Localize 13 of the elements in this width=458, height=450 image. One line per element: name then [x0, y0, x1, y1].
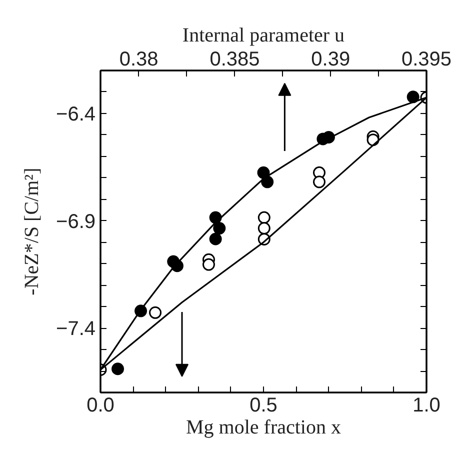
- x-tick-label: 1.0: [412, 394, 440, 416]
- y-tick-label: −6.4: [56, 103, 96, 126]
- y-tick-label: −6.9: [56, 210, 96, 233]
- x2-tick-label: 0.39: [311, 48, 350, 70]
- x-axis-title: Mg mole fraction x: [186, 416, 341, 438]
- x2-tick-label: 0.38: [119, 48, 158, 70]
- x2-axis-title: Internal parameter u: [182, 24, 345, 46]
- y-tick-label: −7.4: [56, 318, 96, 340]
- x-tick-label: 0.0: [86, 394, 114, 416]
- x-tick-label: 0.5: [250, 394, 278, 416]
- y-axis-title: -NeZ*/S [C/m²]: [21, 168, 44, 296]
- x2-tick-label: 0.395: [401, 48, 452, 70]
- x2-tick-label: 0.385: [210, 48, 260, 70]
